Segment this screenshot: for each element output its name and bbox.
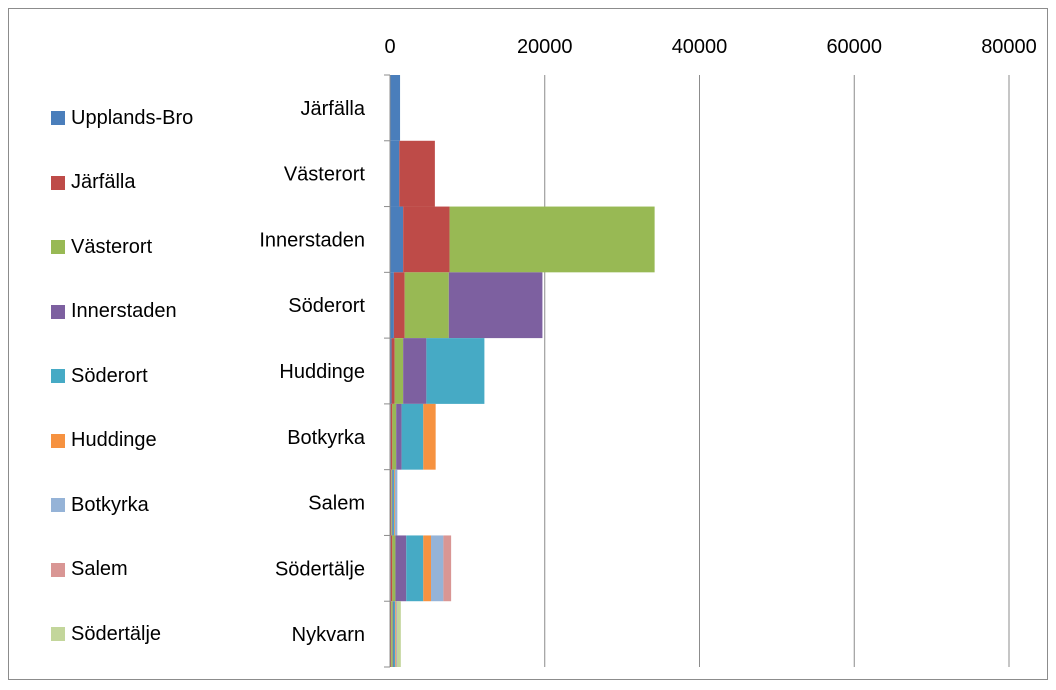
legend-swatch <box>51 433 65 448</box>
bar-segment <box>392 601 394 667</box>
bar-segment <box>403 338 427 404</box>
category-label: Nykvarn <box>292 624 365 646</box>
stacked-bar-chart: 0 20000 40000 60000 80000 Järfälla Västerort I… <box>259 36 1037 668</box>
bar-segment <box>391 338 395 404</box>
bar-segment <box>423 535 432 602</box>
legend-item: Järfälla <box>51 170 135 196</box>
bar-segment <box>448 272 543 339</box>
gridlines <box>544 75 1010 667</box>
category-label: Järfälla <box>301 98 366 120</box>
bar-segment <box>394 469 396 536</box>
bar-segment <box>401 403 424 470</box>
bar-segment <box>406 535 424 602</box>
bar-segment <box>426 338 485 404</box>
legend-swatch <box>51 111 65 125</box>
legend-item: Salem <box>51 557 128 583</box>
bar-segment <box>391 601 393 667</box>
bar-segment <box>392 469 395 536</box>
x-tick-label: 80000 <box>981 36 1037 58</box>
bar-segment <box>391 469 392 536</box>
x-tick-label: 40000 <box>672 36 728 58</box>
legend-label: Botkyrka <box>71 493 149 516</box>
legend-swatch <box>51 175 65 190</box>
category-label: Västerort <box>284 164 366 186</box>
bar-segment <box>396 601 398 667</box>
bar-segment <box>399 140 435 207</box>
category-label: Söderort <box>288 295 365 317</box>
bar-segment <box>443 535 452 602</box>
legend-label: Innerstaden <box>71 300 177 322</box>
legend-label: Södertälje <box>71 622 162 645</box>
legend-item: Botkyrka <box>51 492 149 518</box>
bar-segment <box>423 403 436 470</box>
legend-swatch <box>51 240 65 254</box>
legend-swatch <box>51 369 65 383</box>
legend-swatch <box>51 498 65 512</box>
legend-item: Västerort <box>51 234 152 260</box>
bar-segment <box>395 601 396 667</box>
legend-label: Salem <box>71 558 128 580</box>
category-label: Innerstaden <box>259 229 365 251</box>
bar-segment <box>390 535 393 602</box>
legend-label: Västerort <box>71 235 153 258</box>
bar-segment <box>390 338 392 404</box>
bar-segment <box>396 601 401 667</box>
bar-segment <box>393 272 405 339</box>
legend-swatch <box>51 304 65 319</box>
bar-segment <box>390 272 394 339</box>
bar-segment <box>391 469 393 536</box>
category-axis: Järfälla Västerort Innerstaden Söderort Hudd… <box>259 74 391 668</box>
legend-label: Upplands-Bro <box>71 106 194 129</box>
bar-segment <box>392 403 397 470</box>
legend-item: Upplands-Bro <box>51 105 193 131</box>
bar-segment <box>395 601 397 667</box>
bar-segment <box>396 403 402 470</box>
bar-segment <box>449 206 655 273</box>
category-label: Södertälje <box>275 558 365 580</box>
bar-segment <box>392 535 396 602</box>
legend-label: Söderort <box>71 364 148 387</box>
bar-segment <box>395 535 407 602</box>
value-axis: 0 20000 40000 60000 80000 <box>384 36 1036 58</box>
bar-segment <box>390 601 392 667</box>
bar-segment <box>390 140 400 207</box>
legend-item: Södertälje <box>51 621 161 647</box>
bar-segment <box>390 206 404 273</box>
x-tick-label: 60000 <box>826 36 882 58</box>
legend-label: Huddinge <box>71 429 157 451</box>
legend-swatch <box>51 562 65 577</box>
x-tick-label: 0 <box>384 36 395 58</box>
bar-segment <box>394 338 404 404</box>
bar-segment <box>390 469 392 536</box>
category-label: Huddinge <box>279 361 365 383</box>
chart-frame: 0 20000 40000 60000 80000 Järfälla Västerort I… <box>8 8 1048 680</box>
legend-label: Järfälla <box>71 171 136 193</box>
x-tick-label: 20000 <box>517 36 573 58</box>
bar-segment <box>431 535 444 602</box>
legend-item: Innerstaden <box>51 299 177 325</box>
category-label: Botkyrka <box>287 427 366 449</box>
bar-segment <box>404 272 449 339</box>
bars <box>390 75 655 667</box>
category-label: Salem <box>308 493 365 515</box>
bar-segment <box>390 403 393 470</box>
bar-segment <box>393 601 396 667</box>
bar-segment <box>395 469 398 536</box>
legend-item: Söderort <box>51 363 148 389</box>
legend-swatch <box>51 627 65 641</box>
bar-segment <box>390 75 401 141</box>
legend-item: Huddinge <box>51 428 157 454</box>
bar-segment <box>403 206 450 273</box>
